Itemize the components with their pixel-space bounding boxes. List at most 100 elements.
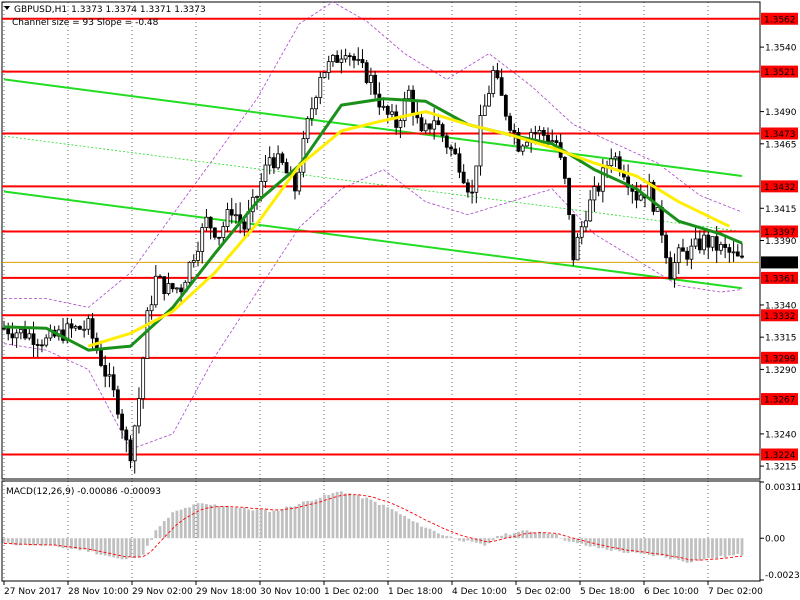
macd-bar [407,518,411,539]
candle-body [314,97,318,110]
level-label: 1.3473 [764,130,796,140]
macd-bar [280,509,284,539]
bollinger-bands [3,1,743,450]
candle-body [212,227,217,238]
macd-bar [567,538,571,542]
candle-body [735,251,740,257]
candle-body [626,176,631,188]
candle-body [390,111,394,115]
time-tick-label: 7 Dec 02:00 [708,587,763,597]
level-label: 1.3521 [764,68,796,78]
candle-body [478,115,483,167]
candles [2,47,744,474]
macd-bar [323,494,326,539]
candle-body [347,55,352,58]
macd-bar [668,538,672,560]
macd-bar [306,500,310,539]
candle-body [107,374,112,377]
macd-bar [293,506,297,539]
candle-body [541,129,546,136]
candle-body [719,243,723,251]
candle-body [638,194,643,201]
ma-fast-line [3,97,743,352]
price-tick-label: 1.3340 [765,301,797,311]
time-tick-label: 4 Dec 10:00 [452,587,507,597]
macd-bar [91,538,94,552]
macd-bar [297,503,301,539]
candle-body [234,214,238,217]
candle-body [428,123,432,130]
macd-bar [618,538,622,552]
price-tick-label: 1.3290 [765,366,797,376]
macd-bar [70,538,73,549]
time-tick-label: 30 Nov 10:00 [260,587,321,597]
macd-bar [622,538,626,553]
macd-bar [415,522,419,539]
macd-bar [327,494,331,539]
macd-bar [95,538,99,555]
price-tick-label: 1.3415 [765,205,797,215]
candle-body [158,275,162,278]
macd-bar [740,538,744,556]
macd-bar [436,533,440,539]
macd-bar [120,538,124,560]
time-tick-label: 29 Nov 02:00 [132,587,193,597]
macd-bar [698,538,702,561]
time-tick-label: 6 Dec 10:00 [644,587,699,597]
candle-body [373,74,378,95]
macd-bar [542,532,546,539]
macd-bar [593,538,596,547]
candle-body [280,153,285,163]
candle-body [73,326,78,329]
macd-bar [61,538,65,549]
candle-body [284,162,289,174]
macd-bar [238,508,242,539]
candle-body [309,108,314,119]
macd-bar [310,501,314,539]
macd-bar [272,510,276,539]
macd-bar [727,538,731,556]
candle-body [137,398,141,427]
macd-bar [635,538,638,553]
candle-body [702,234,706,251]
macd-bar [525,530,529,539]
candle-body [326,61,331,73]
candle-body [128,439,133,462]
macd-bar [428,528,432,539]
price-tick-label: 1.3315 [765,334,797,344]
candle-body [672,262,677,280]
candle-body [35,344,40,346]
candle-body [352,55,356,61]
macd-bar [103,538,107,556]
time-tick-label: 28 Nov 10:00 [68,587,129,597]
macd-bar [470,538,474,542]
time-tick-label: 29 Nov 18:00 [196,587,257,597]
macd-bar [230,507,234,539]
macd-bar [394,511,398,539]
price-axis: 1.35401.34901.34651.34151.33901.33401.33… [760,44,798,473]
candle-body [204,216,209,228]
candle-body [470,191,475,194]
candle-body [364,62,369,83]
macd-bar [285,506,288,539]
dropdown-arrow-icon[interactable] [4,6,10,10]
candle-body [301,138,306,173]
candle-body [10,333,15,339]
macd-bar [44,538,48,546]
macd-bar [217,505,221,539]
macd-bar [559,538,563,539]
macd-bar [411,521,415,539]
candle-body [664,234,668,259]
time-tick-label: 27 Nov 2017 [4,587,62,597]
macd-bar [373,501,377,539]
macd-bar [86,538,90,552]
macd-bar [512,533,516,539]
macd-bar [158,526,162,539]
candle-body [575,236,580,261]
candle-body [520,145,525,152]
macd-bar [209,504,213,539]
macd-bar [588,538,592,547]
candle-body [99,349,103,366]
candle-body [356,59,361,61]
macd-bar [200,503,204,539]
